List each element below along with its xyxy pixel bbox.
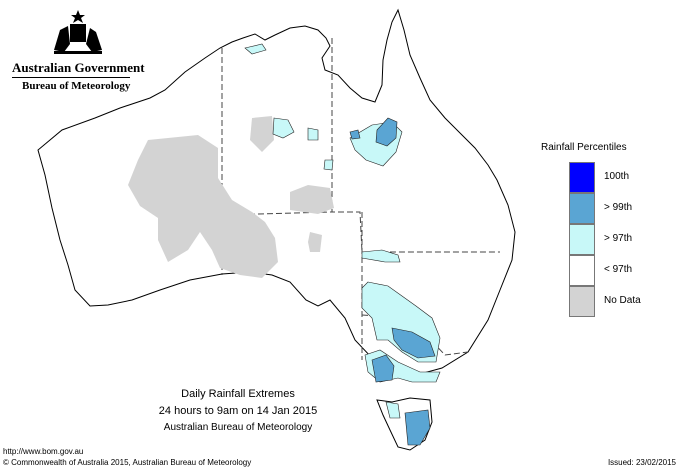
legend-label: No Data [604,295,641,306]
above-99th-tas [404,409,431,446]
above-97th-nt-dot [307,127,319,141]
map-source: Australian Bureau of Meteorology [163,422,313,433]
legend-swatch [569,255,595,286]
no-data-nt-south-small [308,232,322,252]
government-title: Australian Government [12,60,145,75]
above-97th-nt-north [272,117,295,139]
above-97th-arnhem [244,43,267,55]
legend-swatch [569,193,595,224]
map-title: Daily Rainfall Extremes [181,388,295,400]
legend-item-below-97th: < 97th [569,255,667,287]
legend-swatch [569,286,595,317]
copyright-notice: © Commonwealth of Australia 2015, Austra… [3,458,252,467]
above-99th-gulf [375,117,398,147]
issued-date: Issued: 23/02/2015 [607,458,676,467]
above-97th-nsw-north [361,249,401,263]
legend-swatch [569,162,595,193]
no-data-nt-south [290,185,334,214]
above-97th-qld-dot [323,159,334,171]
legend-item-no-data: No Data [569,286,667,318]
legend-label: < 97th [604,264,633,275]
header-divider [12,77,130,78]
mainland-outline [37,8,516,375]
legend-item-100th: 100th [569,162,667,194]
above-99th-gulf-dot [349,129,361,140]
coat-of-arms-icon [54,10,102,54]
map-subtitle: 24 hours to 9am on 14 Jan 2015 [158,405,318,417]
no-data-nt-north [250,116,274,152]
legend-label: > 97th [604,233,633,244]
legend-item-97th: > 97th [569,224,667,256]
legend-label: 100th [604,171,630,182]
above-99th-nsw [391,327,436,359]
above-99th-regions [349,117,436,446]
above-97th-tas [385,401,401,419]
border-nt-qld [331,38,500,253]
no-data-regions [128,116,334,278]
website-link[interactable]: http://www.bom.gov.au [3,447,84,456]
agency-name: Bureau of Meteorology [22,80,131,92]
legend-title: Rainfall Percentiles [541,142,627,153]
legend-swatch [569,224,595,255]
legend-item-99th: > 99th [569,193,667,225]
above-99th-vic [371,354,395,383]
no-data-wa [128,135,278,278]
legend-label: > 99th [604,202,633,213]
